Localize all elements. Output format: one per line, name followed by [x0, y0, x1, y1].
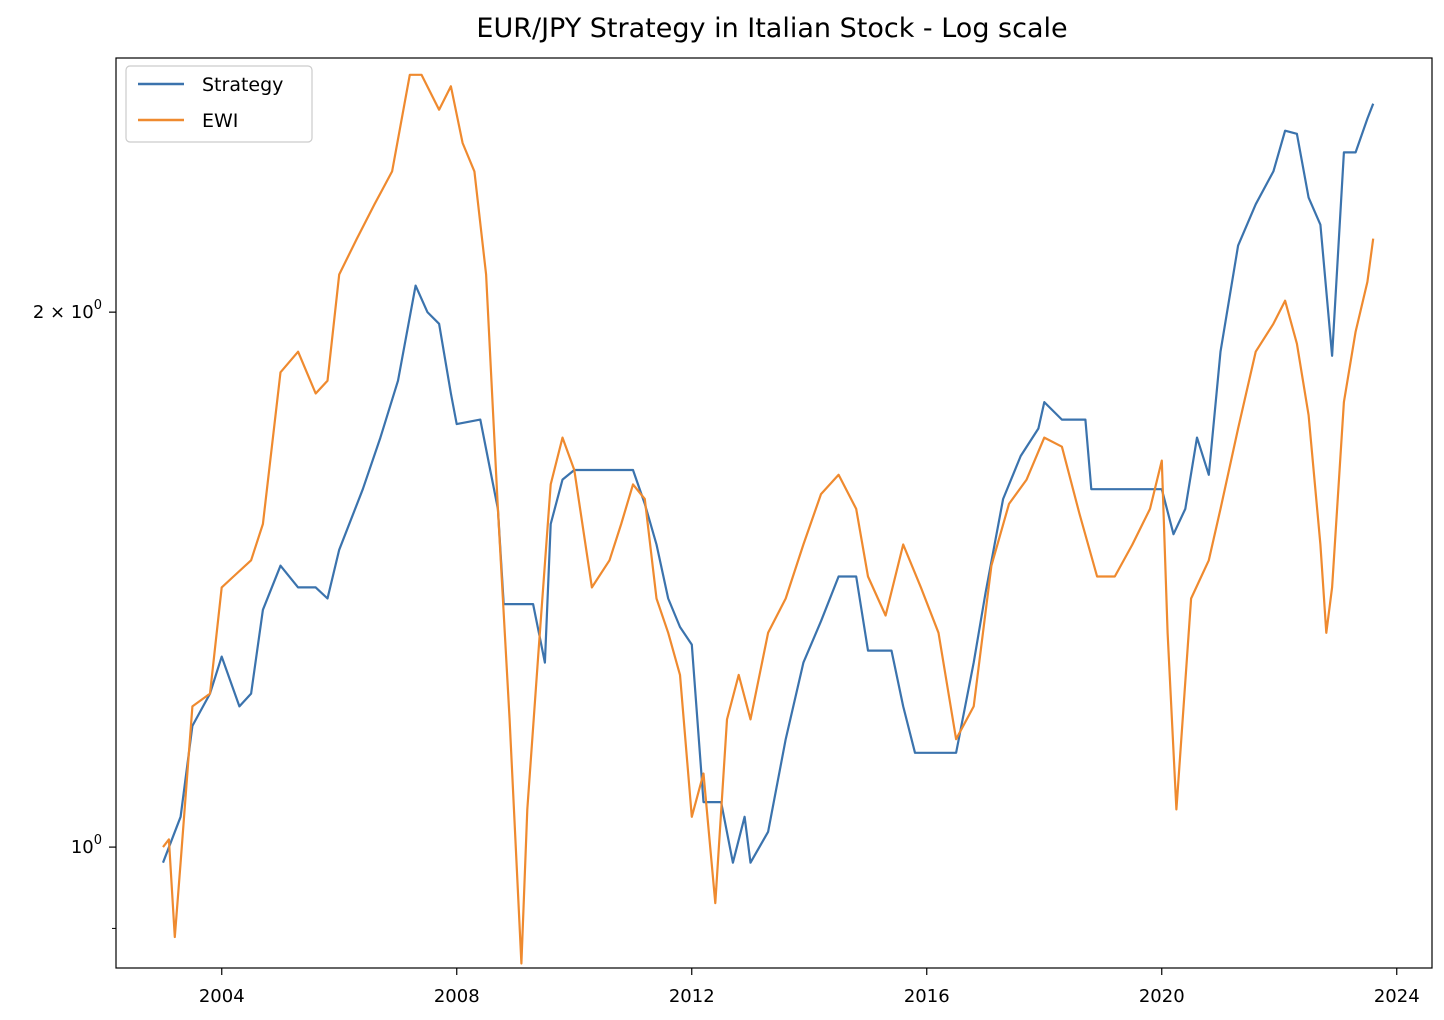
y-tick-label: 100 [71, 833, 102, 858]
x-tick-label: 2020 [1139, 986, 1185, 1007]
y-tick-exponent: 0 [94, 833, 102, 848]
x-axis: 2004 2008 2012 2016 2020 2024 [199, 968, 1420, 1007]
legend-label-strategy: Strategy [202, 74, 283, 96]
y-tick-base: 10 [71, 837, 94, 858]
x-tick-label: 2004 [199, 986, 245, 1007]
plot-area [115, 57, 1433, 969]
chart-title: EUR/JPY Strategy in Italian Stock - Log … [476, 13, 1067, 44]
y-tick-coef: 2 [33, 302, 44, 323]
x-tick-label: 2008 [434, 986, 480, 1007]
x-tick-label: 2024 [1374, 986, 1420, 1007]
series-layer [161, 73, 1375, 965]
y-tick-base: 10 [71, 302, 94, 323]
axes-background [116, 58, 1432, 968]
series-line-strategy [161, 103, 1375, 864]
legend: Strategy EWI [125, 65, 313, 143]
x-tick-label: 2012 [669, 986, 715, 1007]
legend-label-ewi: EWI [202, 110, 238, 132]
series-line-ewi [162, 73, 1375, 965]
x-tick-label: 2016 [904, 986, 950, 1007]
axes-frame [115, 57, 1433, 969]
y-tick-exponent: 0 [94, 298, 102, 313]
y-tick-times: × [44, 302, 71, 323]
y-tick-label: 2 × 100 [33, 298, 102, 323]
